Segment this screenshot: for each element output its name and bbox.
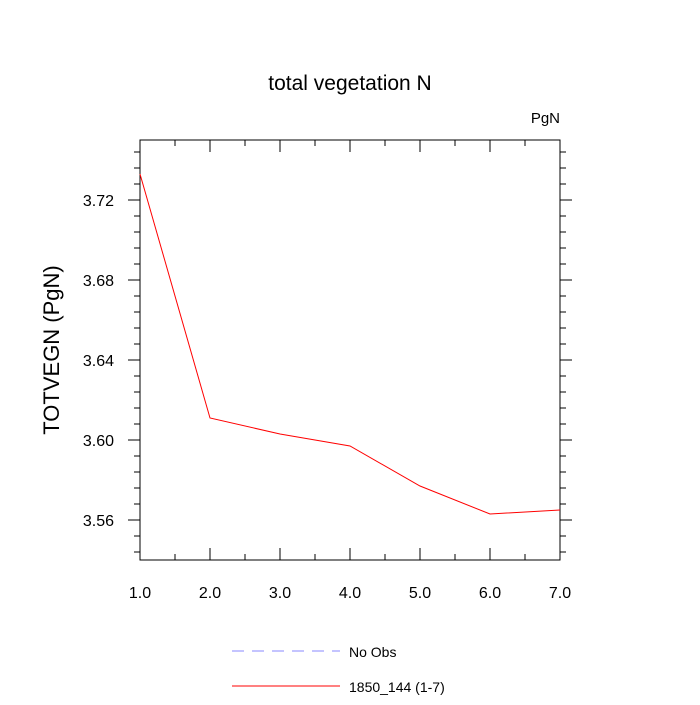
series-line xyxy=(139,173,561,515)
y-tick-label: 3.60 xyxy=(83,433,114,450)
units-label: PgN xyxy=(531,110,560,127)
chart-title: total vegetation N xyxy=(268,72,431,95)
x-tick-label: 5.0 xyxy=(409,585,431,602)
x-tick-label: 1.0 xyxy=(129,585,151,602)
y-tick-label: 3.68 xyxy=(83,273,114,290)
x-tick-label: 6.0 xyxy=(479,585,501,602)
x-tick-label: 4.0 xyxy=(339,585,361,602)
data-series xyxy=(139,173,561,515)
legend-label: 1850_144 (1-7) xyxy=(349,679,445,695)
x-tick-label: 2.0 xyxy=(199,585,221,602)
x-tick-label: 7.0 xyxy=(549,585,571,602)
y-tick-label: 3.56 xyxy=(83,513,114,530)
axis-ticks: 1.0 2.0 3.0 4.0 5.0 6.0 7.0 3.56 3.60 3.64 3.68 3.7… xyxy=(83,140,572,602)
x-tick-label: 3.0 xyxy=(269,585,291,602)
y-tick-label: 3.64 xyxy=(83,353,114,370)
y-axis-label: TOTVEGN (PgN) xyxy=(39,265,64,435)
plot-frame xyxy=(139,139,561,561)
legend: No Obs 1850_144 (1-7) xyxy=(232,644,445,695)
legend-label: No Obs xyxy=(349,644,396,660)
y-tick-label: 3.72 xyxy=(83,193,114,210)
